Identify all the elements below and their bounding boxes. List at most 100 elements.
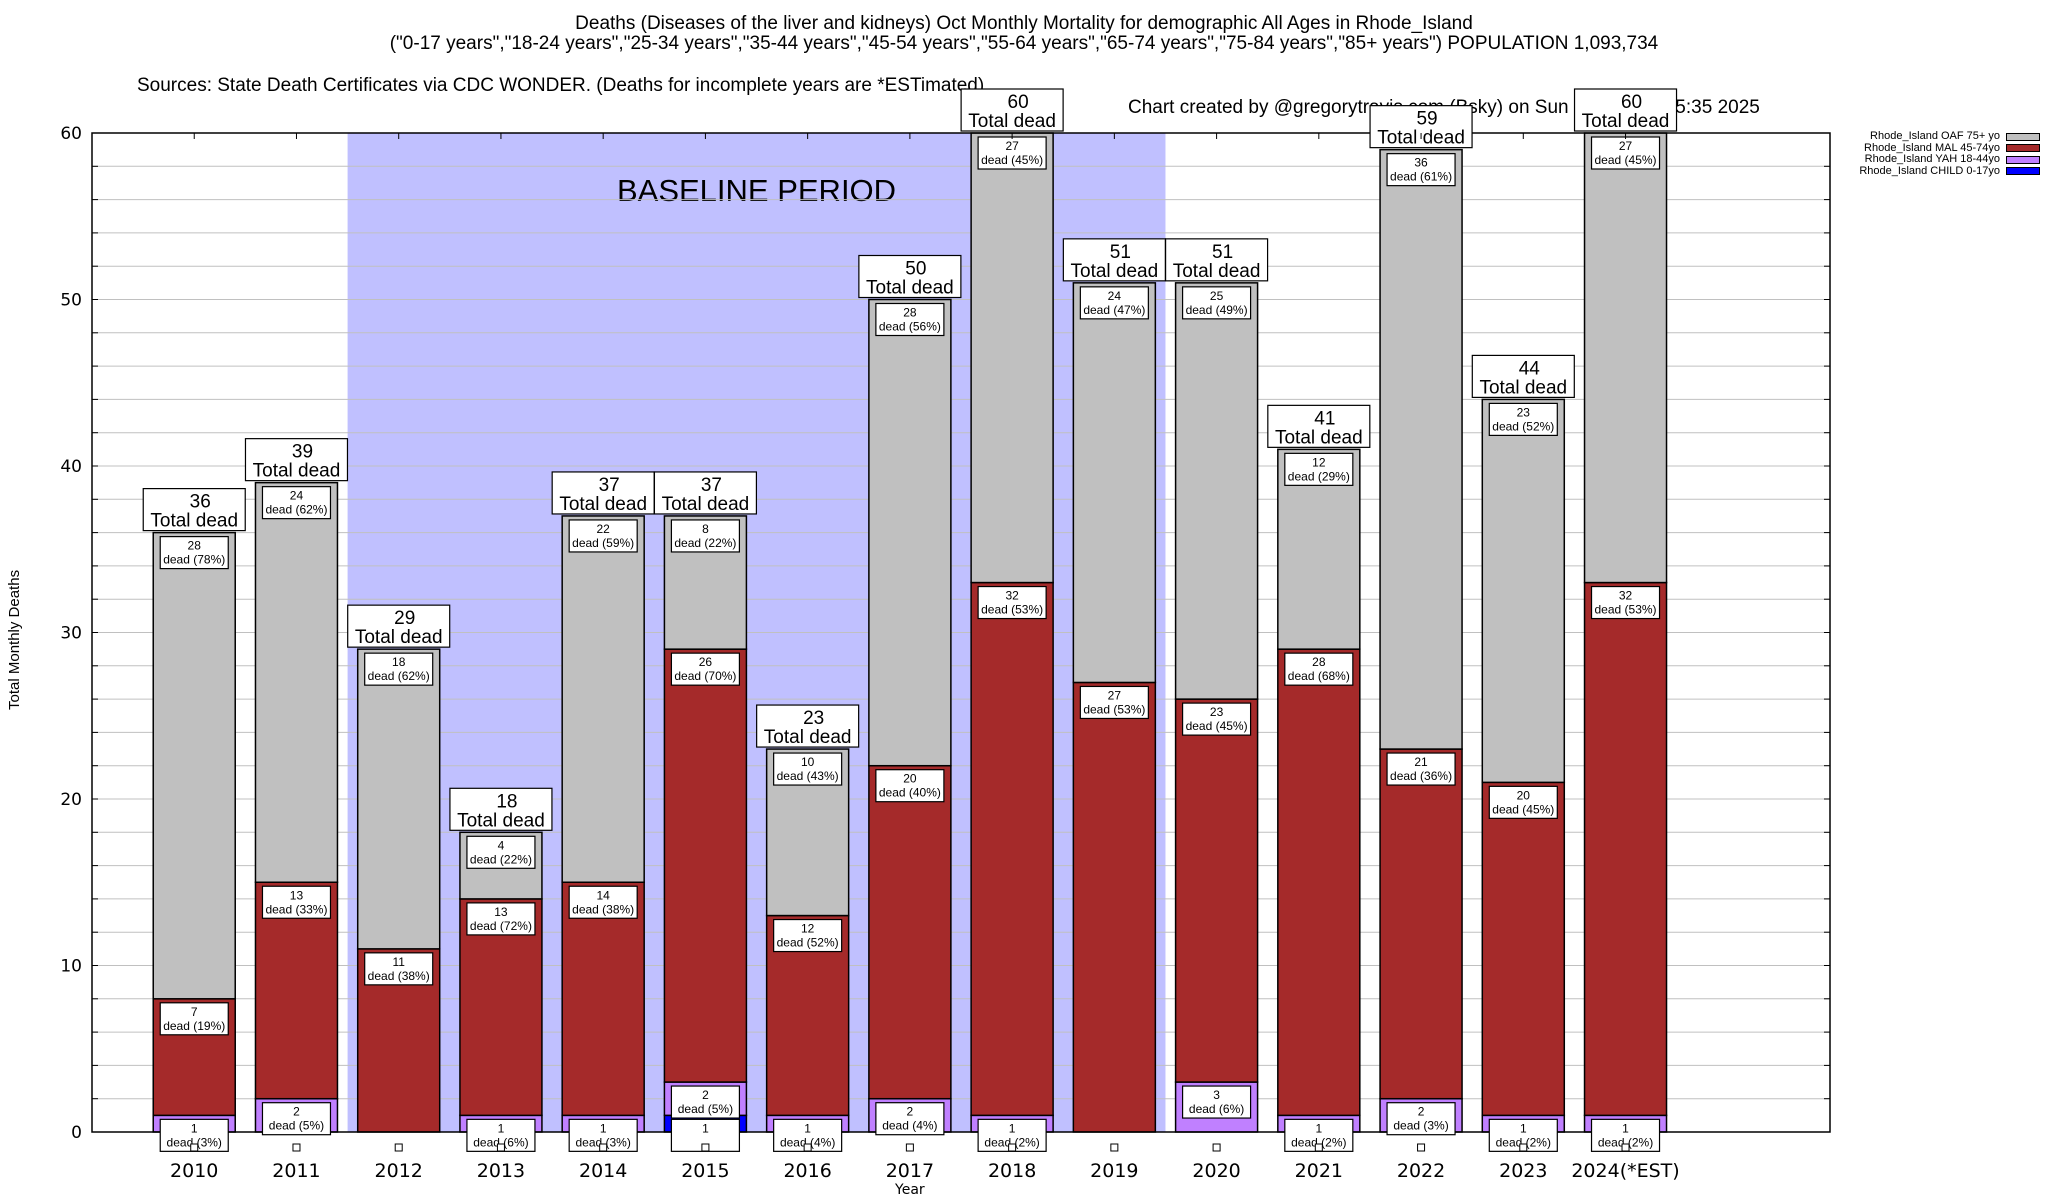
total-label-text: Total dead: [1275, 427, 1363, 448]
zero-marker: [190, 1143, 199, 1152]
y-tick-label: 0: [71, 1123, 82, 1143]
segment-label-box: [466, 902, 536, 936]
x-tick-label: 2017: [886, 1160, 934, 1182]
total-label-box: [858, 254, 962, 299]
segment-label-count: 24: [290, 489, 304, 503]
bar-segment-oaf: [1481, 398, 1566, 784]
segment-label-percent: dead (33%): [265, 902, 327, 916]
total-label-text: Total dead: [662, 494, 750, 515]
y-tick-label: 10: [60, 957, 82, 977]
segment-label-box: [261, 486, 332, 520]
segment-label-percent: dead (43%): [777, 769, 839, 783]
bar-segment-oaf: [1072, 282, 1157, 684]
bar-segment-oaf: [1379, 148, 1463, 750]
legend-item: Rhode_Island OAF 75+ yo: [1859, 130, 2040, 143]
segment-label-count: 27: [1619, 139, 1633, 153]
segment-label-box: [1181, 1085, 1252, 1119]
segment-label-count: 7: [191, 1005, 198, 1019]
x-tick-label: 2024(*EST): [1571, 1160, 1679, 1182]
segment-label-box: [364, 952, 434, 986]
segment-label-count: 1: [804, 1121, 811, 1135]
total-label-value: 41: [1314, 408, 1335, 429]
segment-label-percent: dead (2%): [1291, 1135, 1346, 1149]
total-label-value: 51: [1212, 242, 1233, 263]
total-label-text: Total dead: [253, 461, 341, 482]
bar-segment-oaf: [970, 132, 1054, 584]
segment-label-percent: dead (78%): [163, 553, 225, 567]
zero-marker: [1008, 1143, 1017, 1152]
bar-segment-oaf: [561, 515, 645, 883]
segment-label-box: [670, 1118, 741, 1152]
x-axis-label: Year: [894, 1182, 925, 1198]
total-label-text: Total dead: [150, 511, 238, 532]
segment-label-percent: dead (3%): [1393, 1119, 1448, 1133]
y-tick-label: 50: [60, 291, 82, 311]
segment-label-count: 22: [596, 522, 610, 536]
zero-marker: [1314, 1143, 1323, 1152]
legend-swatch-mal: [2006, 144, 2040, 153]
segment-label-percent: dead (62%): [265, 503, 327, 517]
segment-label-box: [568, 885, 638, 919]
total-label-value: 50: [905, 259, 926, 280]
total-label-text: Total dead: [1173, 261, 1261, 282]
segment-label-count: 1: [1622, 1121, 1629, 1135]
total-label-value: 37: [701, 475, 722, 496]
zero-marker: [701, 1143, 710, 1152]
total-label-box: [1369, 105, 1473, 149]
total-label-value: 23: [803, 708, 824, 729]
segment-label-percent: dead (3%): [575, 1135, 630, 1149]
segment-label-box: [773, 752, 843, 786]
segment-label-count: 2: [293, 1105, 300, 1119]
segment-label-box: [875, 769, 945, 803]
segment-label-percent: dead (59%): [572, 536, 634, 550]
segment-label-percent: dead (52%): [777, 936, 839, 950]
total-label-text: Total dead: [1479, 377, 1567, 398]
total-label-box: [1267, 404, 1371, 448]
segment-label-count: 23: [1517, 405, 1531, 419]
bar-segment-oaf: [1583, 132, 1668, 584]
segment-label-percent: dead (38%): [368, 969, 430, 983]
segment-label-percent: dead (4%): [882, 1119, 937, 1133]
bar-segment-mal: [663, 648, 748, 1083]
segment-label-percent: dead (53%): [1595, 603, 1657, 617]
total-label-text: Total dead: [1582, 111, 1670, 132]
segment-label: 1: [670, 1118, 741, 1152]
total-label-text: Total dead: [1071, 261, 1159, 282]
legend-item: Rhode_Island CHILD 0-17yo: [1859, 165, 2040, 178]
total-label-box: [756, 704, 860, 748]
segment-label-box: [670, 519, 741, 553]
bar-segment-oaf: [152, 531, 236, 1000]
bar-segment-mal: [1174, 698, 1259, 1083]
zero-marker: [394, 1143, 403, 1152]
legend-label: Rhode_Island YAH 18-44yo: [1864, 153, 2000, 165]
segment-label-percent: dead (68%): [1288, 669, 1350, 683]
legend-swatch-yah: [2006, 155, 2040, 164]
total-label-box: [347, 604, 451, 648]
segment-label-percent: dead (47%): [1083, 303, 1145, 317]
segment-label-count: 28: [1312, 655, 1326, 669]
zero-marker: [1212, 1143, 1221, 1152]
x-tick-label: 2010: [170, 1160, 218, 1182]
segment-label-count: 20: [903, 772, 917, 786]
segment-label-count: 1: [1315, 1121, 1322, 1135]
segment-label-count: 28: [903, 306, 917, 320]
zero-marker: [803, 1143, 812, 1152]
segment-label-box: [466, 835, 536, 869]
bar-segment-oaf: [356, 648, 441, 950]
